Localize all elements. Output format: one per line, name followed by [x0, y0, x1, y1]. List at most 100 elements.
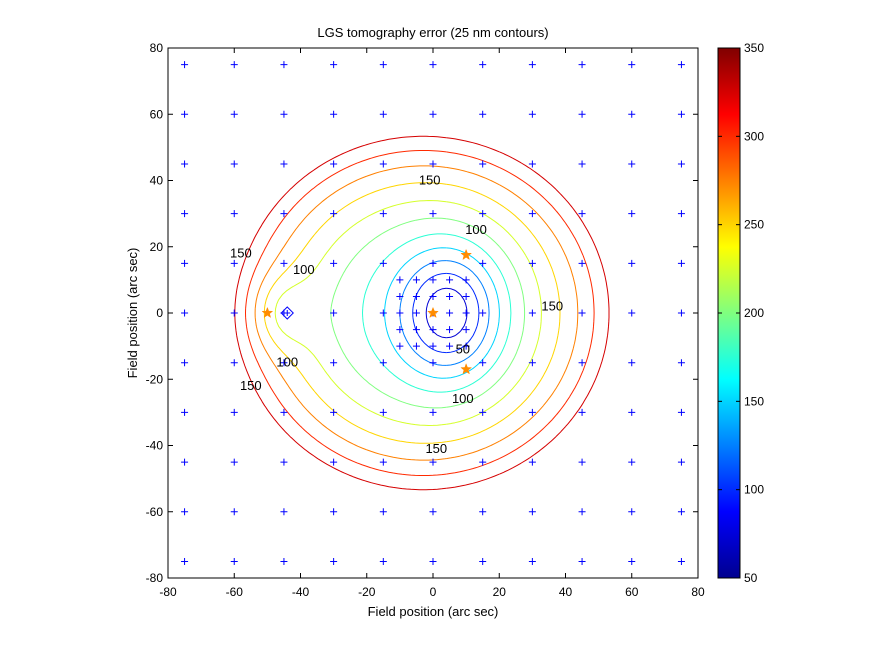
sample-marker — [181, 210, 189, 218]
sample-marker — [479, 557, 487, 565]
sample-marker — [628, 160, 636, 168]
contour-label: 150 — [541, 298, 563, 313]
sample-marker — [412, 326, 420, 334]
sample-marker — [479, 309, 487, 317]
sample-marker — [578, 508, 586, 516]
sample-marker — [479, 508, 487, 516]
sample-marker — [528, 557, 536, 565]
sample-marker — [379, 110, 387, 118]
sample-marker — [330, 458, 338, 466]
sample-marker — [528, 508, 536, 516]
sample-marker — [677, 61, 685, 69]
sample-marker — [280, 359, 288, 367]
sample-marker — [677, 508, 685, 516]
contour-label: 100 — [465, 222, 487, 237]
y-tick-label: 0 — [156, 306, 163, 320]
x-tick-label: 60 — [625, 585, 639, 599]
guide-star-markers — [261, 248, 473, 375]
colorbar-tick-label: 100 — [744, 483, 764, 497]
contour-label: 150 — [230, 245, 252, 260]
sample-marker — [462, 326, 470, 334]
sample-marker — [429, 160, 437, 168]
sample-marker — [396, 342, 404, 350]
sample-marker — [479, 160, 487, 168]
sample-marker — [479, 458, 487, 466]
colorbar-tick-label: 350 — [744, 41, 764, 55]
contour-label: 100 — [452, 391, 474, 406]
sample-marker — [396, 309, 404, 317]
sample-marker — [412, 276, 420, 284]
x-tick-label: 80 — [691, 585, 705, 599]
sample-marker — [628, 359, 636, 367]
sample-marker — [628, 458, 636, 466]
sample-marker — [429, 408, 437, 416]
sample-marker — [230, 61, 238, 69]
sample-marker — [528, 309, 536, 317]
sample-marker — [330, 259, 338, 267]
sample-marker — [578, 259, 586, 267]
sample-marker — [578, 160, 586, 168]
sample-marker — [230, 557, 238, 565]
sample-marker — [429, 557, 437, 565]
y-tick-label: 60 — [150, 107, 164, 121]
contour-labels: 150 100 150 100 150 50 100 150 100 150 — [230, 173, 563, 456]
sample-marker — [446, 276, 454, 284]
sample-marker — [528, 359, 536, 367]
y-axis-label: Field position (arc sec) — [125, 248, 140, 379]
sample-marker — [446, 309, 454, 317]
sample-marker — [628, 557, 636, 565]
chart-title: LGS tomography error (25 nm contours) — [317, 25, 548, 40]
y-tick-label: 20 — [150, 240, 164, 254]
colorbar-tick-label: 200 — [744, 306, 764, 320]
sample-marker — [330, 359, 338, 367]
sample-marker — [181, 259, 189, 267]
guide-star — [427, 306, 439, 318]
sample-marker — [677, 309, 685, 317]
x-tick-label: -80 — [159, 585, 177, 599]
sample-marker — [379, 557, 387, 565]
guide-star — [460, 248, 473, 261]
guide-star — [261, 306, 274, 318]
contour-line-225 — [274, 200, 542, 426]
sample-marker — [462, 276, 470, 284]
sample-marker — [578, 458, 586, 466]
sample-marker — [429, 326, 437, 334]
sample-marker — [677, 210, 685, 218]
colorbar-ticks: 50 100 150 200 250 300 350 — [718, 41, 764, 585]
sample-marker — [429, 259, 437, 267]
sample-marker — [479, 259, 487, 267]
sample-marker — [379, 210, 387, 218]
sample-marker — [330, 557, 338, 565]
sample-marker — [479, 210, 487, 218]
sample-marker — [429, 210, 437, 218]
sample-marker — [528, 160, 536, 168]
sample-marker — [396, 292, 404, 300]
contour-label: 100 — [293, 262, 315, 277]
sample-marker — [412, 309, 420, 317]
sample-marker — [280, 61, 288, 69]
sample-marker — [677, 359, 685, 367]
contour-line-200 — [330, 217, 526, 409]
sample-marker — [479, 408, 487, 416]
sample-marker — [181, 61, 189, 69]
sample-marker — [412, 342, 420, 350]
x-tick-label: 20 — [493, 585, 507, 599]
sample-marker — [446, 342, 454, 350]
axis-ticks: -80 -60 -40 -20 0 20 40 60 80 -80 -60 -40 -20 0 20 40 60… — [146, 41, 705, 599]
y-tick-label: -60 — [146, 505, 164, 519]
x-axis-label: Field position (arc sec) — [368, 604, 499, 619]
sample-marker — [330, 508, 338, 516]
sample-marker — [379, 160, 387, 168]
sample-marker — [181, 408, 189, 416]
sample-marker — [181, 160, 189, 168]
sample-marker — [628, 408, 636, 416]
guide-star — [460, 363, 473, 375]
sample-marker — [330, 210, 338, 218]
sample-marker — [446, 326, 454, 334]
y-tick-label: -80 — [146, 571, 164, 585]
colorbar-tick-label: 300 — [744, 129, 764, 143]
sample-marker — [462, 309, 470, 317]
sample-marker — [280, 557, 288, 565]
y-tick-label: -40 — [146, 439, 164, 453]
